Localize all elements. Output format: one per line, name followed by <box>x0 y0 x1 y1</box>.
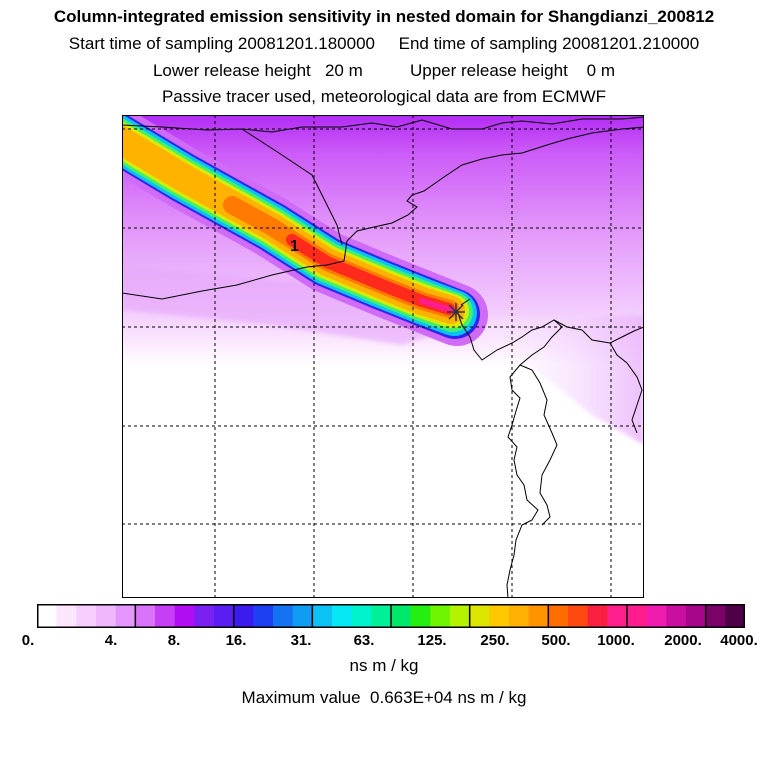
color-scale-swatch <box>666 604 687 628</box>
color-scale-tick-label: 4000. <box>720 632 758 649</box>
color-scale-swatch <box>273 604 294 628</box>
color-scale-swatch <box>450 604 471 628</box>
color-scale-tick-label: 0. <box>21 632 35 649</box>
color-scale-swatch <box>705 604 726 628</box>
plume-label: 1 <box>290 238 299 255</box>
color-scale-swatch <box>410 604 431 628</box>
color-scale-swatch <box>548 604 569 628</box>
color-scale-swatch <box>568 604 589 628</box>
tracer-info-line: Passive tracer used, meteorological data… <box>161 87 607 106</box>
color-scale-swatch <box>391 604 412 628</box>
color-scale-swatch <box>174 604 195 628</box>
color-scale-swatch <box>509 604 530 628</box>
color-scale-swatch <box>627 604 648 628</box>
color-scale-swatch <box>686 604 707 628</box>
color-scale-swatch <box>214 604 235 628</box>
color-scale-swatch <box>528 604 549 628</box>
color-scale-swatch <box>371 604 392 628</box>
maximum-value-text: Maximum value 0.663E+04 ns m / kg <box>241 688 527 707</box>
sensitivity-east-fringe <box>462 315 644 445</box>
color-scale-swatch <box>351 604 372 628</box>
color-scale-swatch <box>233 604 254 628</box>
color-scale-tick-label: 500. <box>541 632 571 649</box>
color-scale-frame <box>37 604 745 628</box>
color-scale-tick-labels: 0. 4. 8. 16. 31. 63. 125. 250. 500. 1000. 2000. 400… <box>0 632 768 652</box>
emission-sensitivity-map: 1 <box>122 115 644 598</box>
sampling-time-line: Start time of sampling 20081201.180000 E… <box>68 34 700 53</box>
color-scale-tick-label: 250. <box>480 632 510 649</box>
color-scale-swatch <box>96 604 117 628</box>
color-scale-swatch <box>489 604 510 628</box>
sensitivity-west-band <box>122 265 452 345</box>
color-scale-swatch <box>37 604 58 628</box>
color-scale-tick-label: 125. <box>417 632 447 649</box>
color-scale-swatch <box>76 604 97 628</box>
release-height-line: Lower release height 20 m Upper release … <box>152 61 616 80</box>
color-scale-swatch <box>253 604 274 628</box>
color-scale-tick-label: 63. <box>353 632 375 649</box>
color-scale-swatch <box>194 604 215 628</box>
color-scale-swatch <box>292 604 313 628</box>
color-scale-swatch <box>135 604 156 628</box>
color-scale-tick-label: 2000. <box>664 632 702 649</box>
plot-title: Column-integrated emission sensitivity i… <box>53 7 715 26</box>
color-scale-tick-label: 31. <box>290 632 312 649</box>
color-scale-bar <box>37 604 745 628</box>
color-scale-swatch <box>155 604 176 628</box>
color-scale-swatch <box>725 604 745 628</box>
color-scale-swatch <box>430 604 451 628</box>
plume <box>122 115 488 346</box>
color-scale-swatch <box>312 604 333 628</box>
color-scale-swatch <box>469 604 490 628</box>
color-scale-tick-label: 4. <box>104 632 118 649</box>
color-scale-swatch <box>115 604 136 628</box>
color-scale-swatch <box>607 604 628 628</box>
color-scale-tick-label: 1000. <box>597 632 635 649</box>
color-scale-swatch <box>332 604 353 628</box>
map-frame <box>122 115 644 598</box>
grid-lines <box>122 115 644 598</box>
release-site-marker <box>447 298 471 321</box>
color-scale-tick-label: 8. <box>167 632 181 649</box>
color-scale-tick-label: 16. <box>225 632 247 649</box>
coastlines <box>122 116 644 598</box>
color-scale-swatch <box>56 604 77 628</box>
color-scale-units: ns m / kg <box>349 656 419 675</box>
color-scale-swatch <box>587 604 608 628</box>
color-scale-swatch <box>646 604 667 628</box>
